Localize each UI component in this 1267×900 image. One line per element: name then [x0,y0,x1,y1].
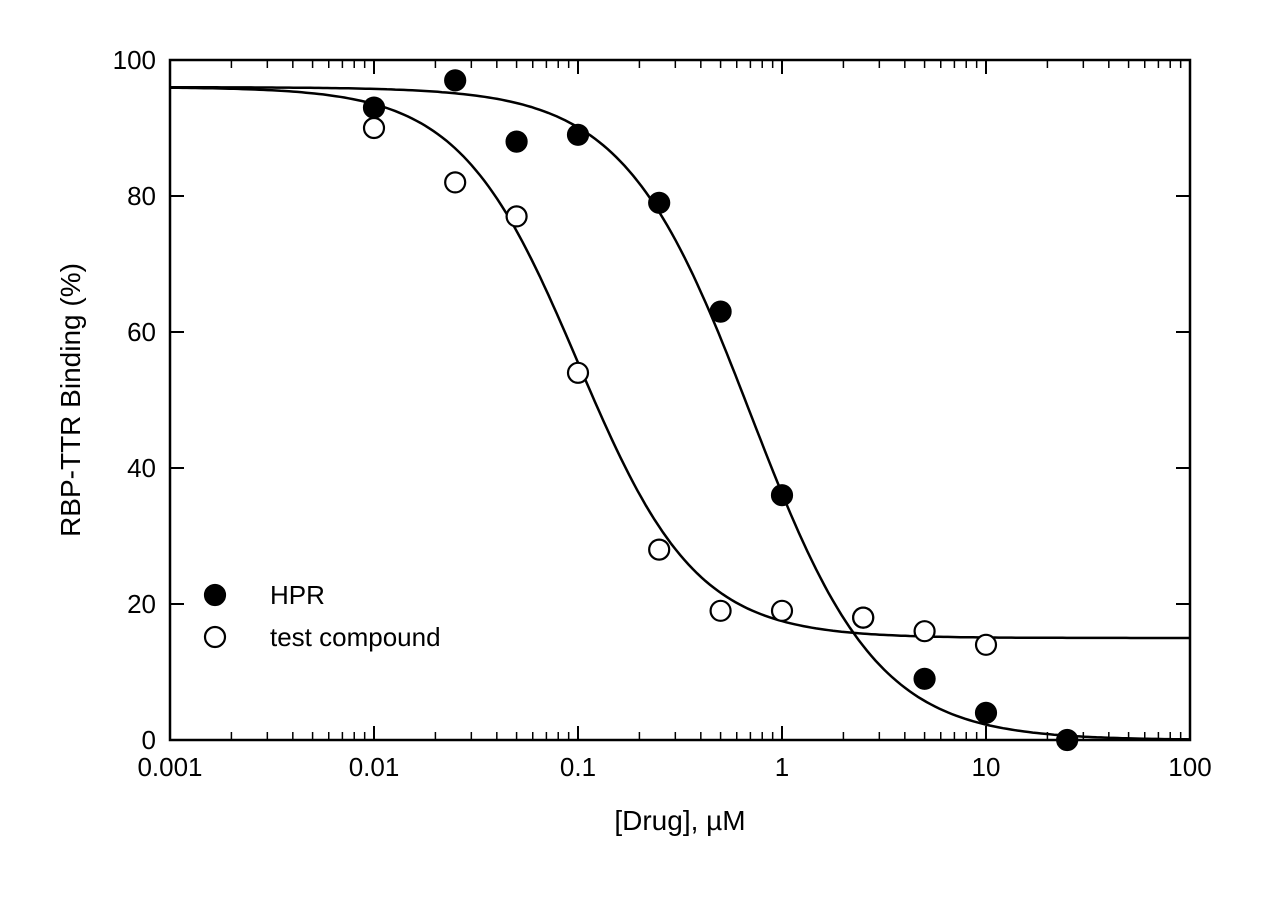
x-tick-label: 0.01 [349,752,400,782]
series-marker-0 [976,703,996,723]
series-marker-0 [568,125,588,145]
y-tick-label: 40 [127,453,156,483]
series-marker-0 [364,98,384,118]
x-tick-label: 1 [775,752,789,782]
y-tick-label: 100 [113,45,156,75]
y-tick-label: 0 [142,725,156,755]
y-tick-label: 80 [127,181,156,211]
legend-marker-0 [205,585,225,605]
series-marker-1 [445,172,465,192]
series-marker-0 [445,70,465,90]
x-tick-label: 0.1 [560,752,596,782]
chart-svg: 0.001 0.01 0.1 1 10 100 0 20 40 60 80 100 [Drug], µM… [0,0,1267,900]
series-marker-1 [568,363,588,383]
x-axis-label: [Drug], µM [614,805,745,836]
legend-label-1: test compound [270,622,441,652]
series-marker-1 [364,118,384,138]
series-marker-0 [649,193,669,213]
series-marker-1 [711,601,731,621]
series-marker-0 [711,302,731,322]
x-tick-label: 100 [1168,752,1211,782]
y-axis-label: RBP-TTR Binding (%) [55,263,86,537]
legend-marker-1 [205,627,225,647]
series-marker-1 [915,621,935,641]
series-marker-0 [1057,730,1077,750]
series-marker-0 [772,485,792,505]
series-marker-0 [915,669,935,689]
series-marker-1 [976,635,996,655]
series-marker-1 [507,206,527,226]
series-marker-0 [507,132,527,152]
x-tick-label: 0.001 [137,752,202,782]
x-tick-label: 10 [972,752,1001,782]
legend-label-0: HPR [270,580,325,610]
y-tick-label: 60 [127,317,156,347]
dose-response-chart: 0.001 0.01 0.1 1 10 100 0 20 40 60 80 100 [Drug], µM… [0,0,1267,900]
series-marker-1 [649,540,669,560]
series-marker-1 [853,608,873,628]
series-marker-1 [772,601,792,621]
y-tick-label: 20 [127,589,156,619]
